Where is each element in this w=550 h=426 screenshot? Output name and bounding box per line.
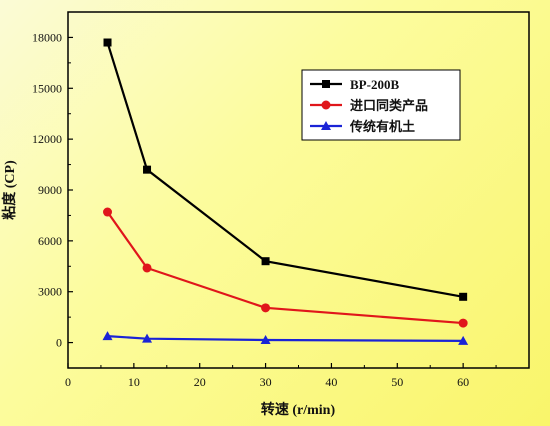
y-axis: 0 3000 6000 9000 12000 15000 18000 (32, 30, 73, 350)
y-axis-label: 粘度 (CP) (1, 160, 18, 220)
data-point (260, 335, 271, 345)
x-tick-label: 10 (128, 375, 140, 389)
x-tick-label: 20 (194, 375, 206, 389)
series-line (106, 211, 464, 325)
series-line (106, 42, 464, 298)
legend-label: 传统有机土 (349, 119, 415, 134)
plot-area (67, 11, 530, 369)
legend-item: 传统有机土 (310, 119, 415, 134)
legend-marker (321, 100, 331, 110)
data-point (103, 38, 112, 47)
legend-label: 进口同类产品 (350, 98, 428, 113)
data-point (459, 292, 468, 301)
data-point (102, 331, 113, 341)
y-tick-label: 6000 (38, 234, 62, 248)
y-tick-label: 15000 (32, 81, 62, 95)
x-tick-label: 60 (457, 375, 469, 389)
x-axis: 0 10 20 30 40 50 60 (65, 363, 497, 389)
series-1 (103, 38, 468, 301)
x-tick-label: 40 (325, 375, 337, 389)
data-point (142, 333, 153, 343)
data-point (261, 257, 270, 266)
series-line (107, 335, 464, 342)
data-point (261, 303, 271, 313)
legend-item: BP-200B (310, 77, 399, 92)
data-point (103, 207, 113, 217)
y-tick-label: 9000 (38, 183, 62, 197)
data-point (142, 263, 152, 273)
data-point (143, 165, 152, 174)
series-3 (102, 331, 469, 345)
legend-marker (322, 80, 330, 88)
y-tick-label: 12000 (32, 132, 62, 146)
x-tick-label: 30 (260, 375, 272, 389)
x-tick-label: 50 (391, 375, 403, 389)
legend-item: 进口同类产品 (310, 98, 428, 113)
data-point (458, 318, 468, 328)
y-tick-label: 3000 (38, 285, 62, 299)
y-tick-label: 18000 (32, 30, 62, 44)
data-point (458, 335, 469, 345)
series-layer (102, 38, 469, 345)
y-tick-label: 0 (56, 336, 62, 350)
legend-marker (321, 121, 331, 130)
x-tick-label: 0 (65, 375, 71, 389)
legend-label: BP-200B (350, 77, 399, 92)
series-2 (103, 207, 468, 328)
x-axis-label: 转速 (r/min) (261, 401, 336, 418)
